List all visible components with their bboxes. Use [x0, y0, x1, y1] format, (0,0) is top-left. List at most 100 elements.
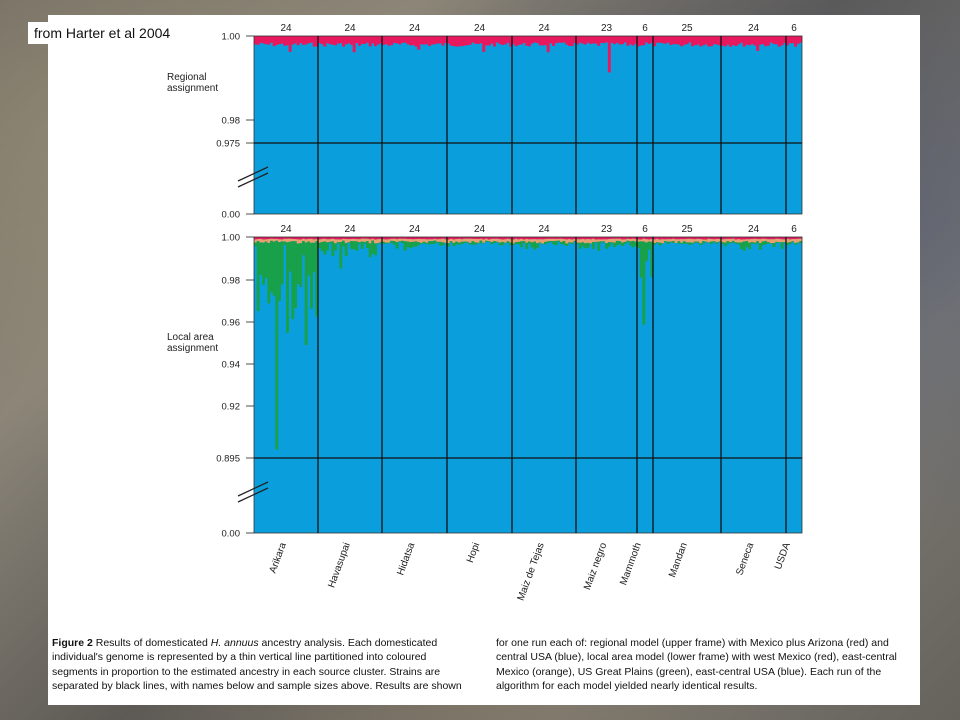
bar-segment	[438, 239, 442, 242]
bar-segment	[312, 242, 316, 273]
bar-segment	[653, 243, 657, 245]
bar-segment	[254, 36, 257, 45]
sample-size-label: 25	[681, 224, 693, 235]
bar-segment	[474, 238, 478, 243]
bar-segment	[570, 242, 574, 245]
bar-segment	[799, 237, 803, 239]
y-axis-label: Regional	[167, 72, 206, 83]
bar-segment	[384, 36, 388, 45]
bar-segment	[484, 36, 488, 46]
bar-segment	[645, 36, 648, 43]
bar-segment	[528, 36, 531, 47]
bar-segment	[794, 237, 797, 240]
bar-segment	[761, 36, 765, 45]
sample-size-label: 6	[642, 224, 648, 235]
bar-segment	[742, 36, 746, 47]
bar-segment	[379, 238, 383, 243]
bar-segment	[718, 241, 722, 243]
bar-segment	[498, 237, 502, 240]
axis-break-slash	[237, 166, 269, 182]
bar-segment	[441, 238, 445, 243]
bar-segment	[414, 241, 418, 247]
bar-segment	[544, 237, 547, 240]
bar-segment	[262, 237, 265, 240]
bar-segment	[605, 237, 609, 240]
bar-segment	[487, 239, 491, 242]
bar-segment	[376, 237, 380, 240]
bar-segment	[696, 237, 700, 239]
bar-segment	[272, 36, 276, 47]
bar-segment	[259, 237, 263, 239]
bar-segment	[501, 36, 505, 45]
bar-segment	[742, 241, 746, 251]
bar-segment	[549, 240, 553, 242]
bar-segment	[471, 238, 475, 242]
bar-segment	[739, 239, 743, 243]
bar-segment	[347, 237, 351, 240]
sample-size-label: 23	[601, 224, 613, 235]
bar-segment	[479, 240, 483, 244]
bar-segment	[602, 36, 606, 44]
bar-segment	[607, 239, 611, 243]
bar-segment	[495, 241, 499, 243]
bar-segment	[562, 237, 566, 240]
bar-segment	[691, 36, 695, 47]
strain-name-label: Havasupai	[326, 541, 353, 589]
sample-size-label: 24	[748, 224, 760, 235]
bar-segment	[387, 242, 391, 244]
bar-segment	[680, 242, 684, 244]
bar-segment	[366, 238, 369, 242]
bar-segment	[605, 36, 609, 43]
bar-segment	[581, 36, 585, 44]
bar-segment	[780, 237, 784, 240]
bar-segment	[723, 237, 727, 240]
bar-segment	[514, 237, 518, 239]
bar-segment	[764, 36, 768, 47]
bar-segment	[382, 36, 386, 45]
bar-segment	[528, 241, 531, 244]
bar-segment	[438, 36, 442, 44]
bar-segment	[756, 36, 760, 51]
bar-segment	[626, 237, 630, 239]
bar-segment	[379, 237, 383, 239]
bar-segment	[315, 241, 319, 317]
bar-segment	[691, 237, 695, 240]
bar-segment	[299, 243, 303, 287]
bar-segment	[786, 238, 789, 243]
bar-segment	[392, 36, 396, 43]
bar-segment	[682, 237, 686, 240]
bar-segment	[411, 36, 415, 46]
bar-segment	[530, 239, 534, 243]
bar-segment	[764, 238, 768, 241]
bar-segment	[597, 239, 601, 242]
bar-segment	[745, 241, 749, 248]
bar-segment	[544, 241, 547, 245]
bar-segment	[336, 239, 340, 243]
bar-segment	[796, 36, 800, 44]
bar-segment	[796, 238, 800, 243]
caption-left-text-a: Results of domesticated	[92, 637, 211, 649]
bar-segment	[525, 36, 529, 46]
bar-segment	[642, 241, 646, 325]
bar-segment	[589, 36, 593, 44]
bar-segment	[506, 237, 510, 239]
bar-segment	[350, 36, 353, 45]
bar-segment	[610, 237, 614, 239]
bar-segment	[581, 237, 585, 239]
bar-segment	[718, 36, 722, 46]
bar-segment	[280, 237, 284, 240]
sample-size-label: 6	[642, 23, 648, 34]
bar-segment	[468, 237, 472, 239]
bar-segment	[731, 237, 735, 239]
bar-segment	[376, 243, 380, 244]
bar-segment	[682, 239, 686, 242]
bar-segment	[334, 243, 337, 251]
bar-segment	[278, 36, 281, 45]
bar-segment	[328, 241, 332, 244]
bar-segment	[642, 238, 646, 242]
bar-segment	[347, 239, 351, 243]
bar-segment	[272, 238, 276, 242]
bar-segment	[525, 238, 529, 243]
bar-segment	[576, 242, 579, 244]
sample-size-label: 24	[748, 23, 760, 34]
